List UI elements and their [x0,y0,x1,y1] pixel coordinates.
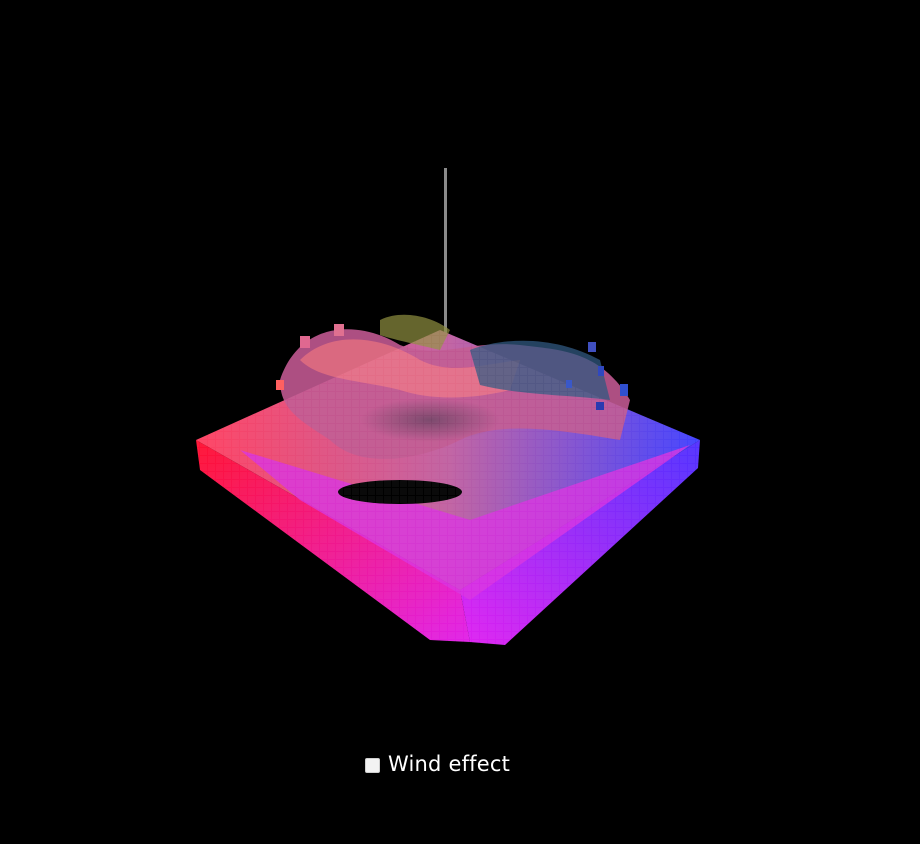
controls-bar: Wind effect [365,752,510,776]
wind-effect-label[interactable]: Wind effect [388,752,511,776]
pole [444,168,447,348]
voxel-texture [196,330,700,645]
cloth-particles [276,324,628,410]
voxel-cloth-scene[interactable] [0,0,920,720]
wind-effect-checkbox[interactable] [365,757,380,773]
